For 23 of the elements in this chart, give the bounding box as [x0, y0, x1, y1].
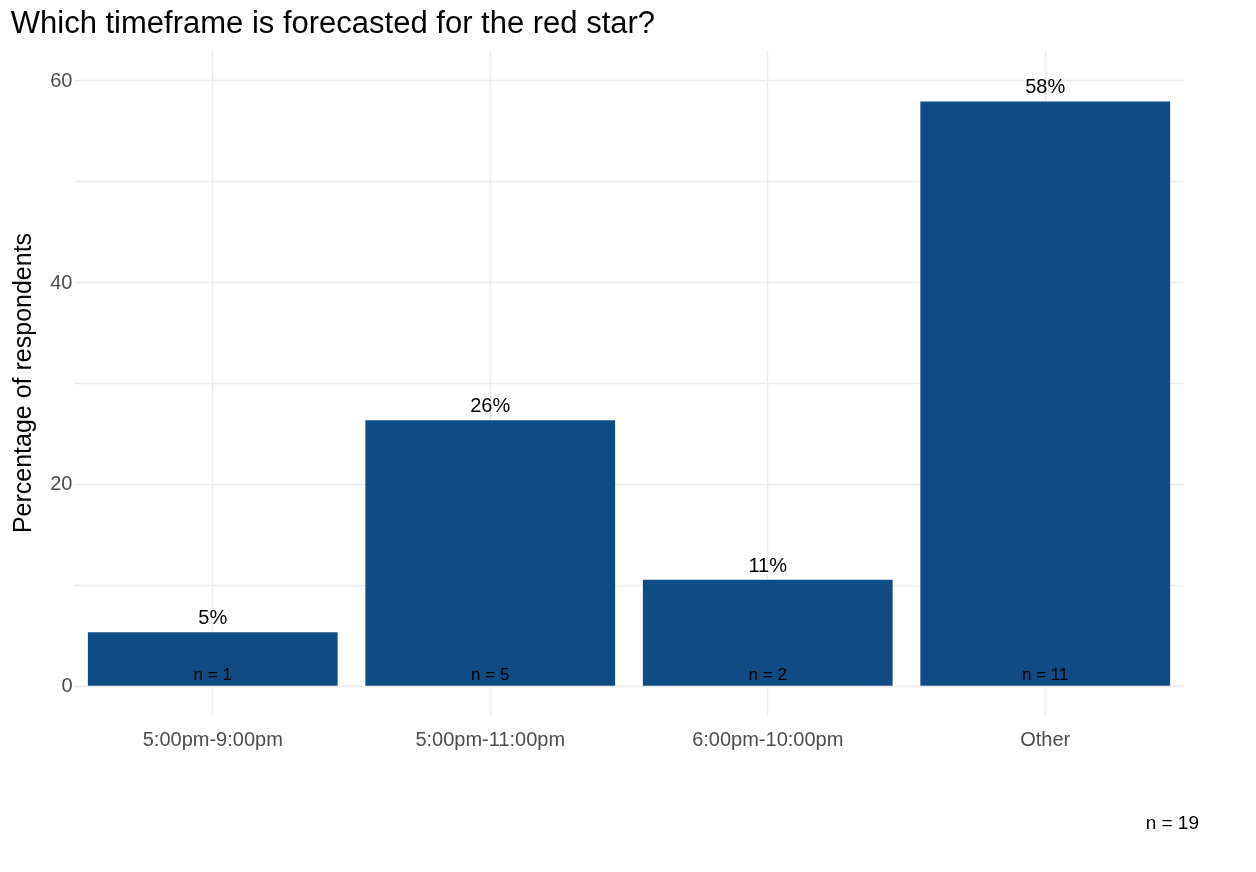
data-label: 5%: [198, 606, 228, 629]
data-label: 58%: [1025, 75, 1066, 98]
chart-title: Which timeframe is forecasted for the red star?: [10, 5, 656, 40]
x-tick-label: 5:00pm-11:00pm: [415, 727, 566, 750]
data-label: 11%: [748, 553, 788, 576]
x-tick-label: 5:00pm-9:00pm: [142, 727, 283, 750]
annotation: n = 1: [193, 664, 232, 684]
bar: [642, 579, 893, 686]
data-label: 26%: [470, 394, 511, 417]
x-tick-label: 6:00pm-10:00pm: [692, 727, 844, 750]
annotation: n = 11: [1022, 664, 1069, 684]
text: n = 19: [1145, 812, 1199, 833]
y-tick-label: 40: [50, 270, 73, 293]
bar: [87, 632, 338, 686]
x-tick-label: Other: [1020, 727, 1071, 750]
y-axis-title: Percentage of respondents: [8, 232, 37, 534]
y-tick-label: 0: [61, 674, 73, 697]
annotation: n = 2: [748, 664, 787, 684]
bar: [920, 101, 1171, 686]
annotation: n = 5: [471, 664, 510, 684]
bar: [365, 420, 616, 686]
y-tick-label: 60: [50, 68, 73, 91]
y-tick-label: 20: [50, 472, 73, 495]
